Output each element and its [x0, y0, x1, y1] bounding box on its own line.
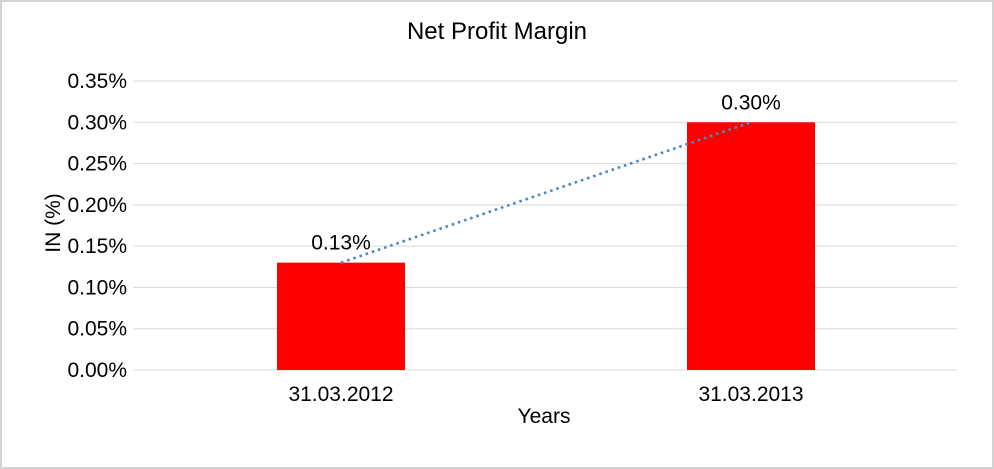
- bar[interactable]: [687, 122, 815, 371]
- bar-value-label: 0.13%: [311, 232, 371, 255]
- x-tick-label: 31.03.2013: [698, 383, 803, 406]
- y-tick-label: 0.20%: [67, 194, 127, 217]
- y-tick-label: 0.00%: [67, 359, 127, 382]
- y-tick-label: 0.05%: [67, 318, 127, 341]
- y-tick-label: 0.25%: [67, 153, 127, 176]
- bar-value-label: 0.30%: [721, 91, 781, 114]
- trendline[interactable]: [340, 121, 752, 264]
- y-tick-label: 0.35%: [67, 70, 127, 93]
- chart-title: Net Profit Margin: [406, 18, 588, 45]
- y-tick-label: 0.30%: [67, 111, 127, 134]
- x-axis-title: Years: [517, 405, 571, 428]
- bar[interactable]: [277, 262, 405, 370]
- y-tick-label: 0.15%: [67, 235, 127, 258]
- x-tick-label: 31.03.2012: [288, 383, 393, 406]
- y-tick-label: 0.10%: [67, 276, 127, 299]
